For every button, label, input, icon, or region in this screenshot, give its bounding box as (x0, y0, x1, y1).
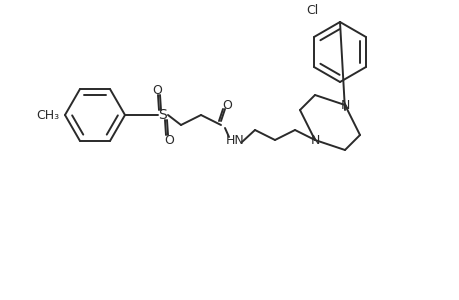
Text: N: N (310, 134, 319, 146)
Text: N: N (340, 98, 349, 112)
Text: Cl: Cl (305, 4, 318, 16)
Text: O: O (152, 83, 162, 97)
Text: S: S (158, 108, 167, 122)
Text: HN: HN (225, 134, 244, 146)
Text: CH₃: CH₃ (36, 109, 59, 122)
Text: O: O (164, 134, 174, 146)
Text: O: O (222, 98, 231, 112)
